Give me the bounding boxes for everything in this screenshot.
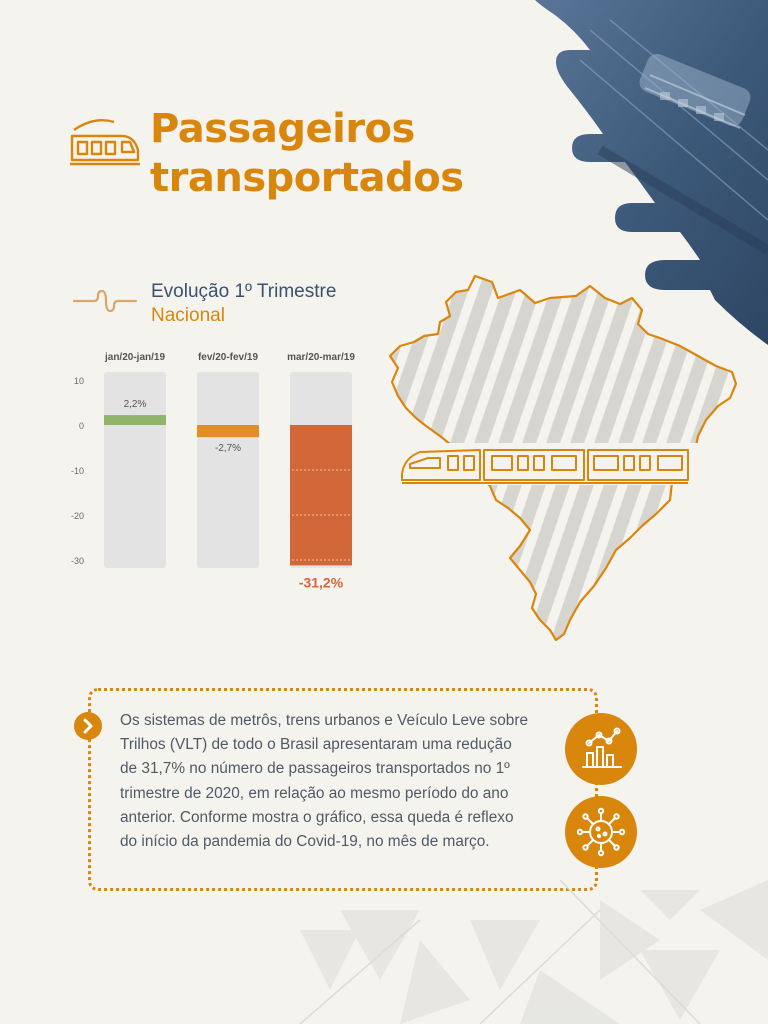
wavy-line-icon bbox=[72, 289, 138, 313]
x-category-label: fev/20-fev/19 bbox=[198, 352, 258, 363]
bar-chart-icon bbox=[565, 713, 637, 785]
y-tick-label: -20 bbox=[71, 511, 84, 521]
train-icon bbox=[70, 119, 140, 166]
header-photo-band bbox=[535, 0, 768, 345]
summary-text: Os sistemas de metrôs, trens urbanos e V… bbox=[120, 712, 529, 851]
y-tick-label: 0 bbox=[79, 421, 84, 431]
x-category-label: mar/20-mar/19 bbox=[287, 352, 355, 363]
y-tick-label: -10 bbox=[71, 466, 84, 476]
bar bbox=[197, 425, 259, 438]
y-tick-label: -30 bbox=[71, 556, 84, 566]
bar-track bbox=[197, 372, 259, 568]
page-title-line-1: Passageiros bbox=[150, 106, 415, 152]
bar-chart: jan/20-jan/19 fev/20-fev/19 mar/20-mar/19 … bbox=[71, 352, 355, 590]
summary-box bbox=[88, 688, 598, 891]
virus-icon bbox=[565, 796, 637, 868]
chart-scope-label: Nacional bbox=[151, 305, 225, 326]
chart-subtitle: Evolução 1º Trimestre bbox=[151, 281, 337, 302]
train-icon bbox=[400, 443, 720, 485]
x-category-label: jan/20-jan/19 bbox=[104, 352, 165, 363]
data-label: -2,7% bbox=[215, 443, 241, 454]
brazil-map-icon bbox=[388, 274, 738, 642]
data-label: -31,2% bbox=[299, 574, 344, 590]
decorative-triangles bbox=[299, 880, 768, 1024]
bar bbox=[104, 415, 166, 425]
page-title-line-2: transportados bbox=[150, 155, 464, 201]
bar bbox=[290, 425, 352, 566]
y-tick-label: 10 bbox=[74, 376, 84, 386]
chevron-right-icon bbox=[74, 712, 102, 740]
data-label: 2,2% bbox=[124, 399, 147, 410]
